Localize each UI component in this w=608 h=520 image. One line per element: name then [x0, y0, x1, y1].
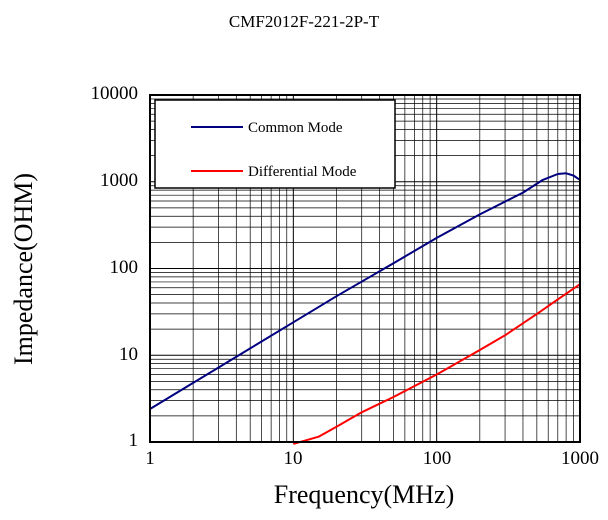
- x-tick-label: 10: [283, 448, 303, 469]
- plot-border: [149, 94, 581, 443]
- y-tick-label: 10: [119, 344, 138, 365]
- legend: Common Mode Differential Mode: [154, 99, 396, 189]
- y-tick-label: 100: [109, 257, 139, 278]
- series-line-differential-mode: [293, 283, 581, 445]
- x-tick-label: 1: [145, 448, 155, 469]
- y-tick-label: 1000: [100, 170, 138, 191]
- y-axis-label: Impedance(OHM): [9, 172, 38, 366]
- x-tick-label: 100: [422, 448, 452, 469]
- series-lines: [149, 172, 581, 445]
- x-axis-label: Frequency(MHz): [273, 480, 455, 509]
- legend-label-common-mode: Common Mode: [248, 120, 343, 136]
- chart-title: CMF2012F-221-2P-T: [228, 12, 380, 31]
- legend-box: [154, 99, 396, 189]
- y-tick-label: 10000: [90, 83, 139, 104]
- legend-label-differential-mode: Differential Mode: [248, 164, 357, 180]
- series-line-common-mode: [149, 172, 581, 410]
- y-tick-label: 1: [128, 430, 139, 451]
- x-tick-label: 1000: [561, 448, 599, 469]
